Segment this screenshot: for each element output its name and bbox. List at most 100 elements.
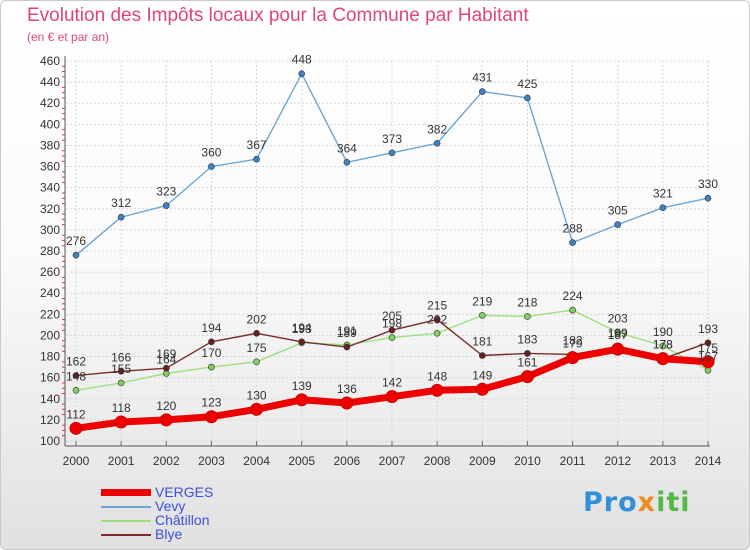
data-label-blye: 182: [563, 333, 583, 347]
data-label-verges: 148: [427, 369, 447, 383]
data-point-blye: [208, 338, 215, 346]
legend-swatch-verges: [101, 489, 151, 496]
data-point-chtillon: [433, 330, 441, 337]
data-point-verges: [430, 383, 444, 397]
x-tick-label: 2013: [650, 454, 677, 468]
data-point-blye: [72, 372, 80, 379]
data-label-vevy: 448: [292, 53, 312, 67]
data-point-blye: [162, 364, 170, 372]
data-label-blye: 205: [382, 309, 402, 323]
legend-label-chatillon: Châtillon: [155, 512, 210, 528]
data-point-vevy: [388, 149, 396, 157]
y-tick-label: 240: [40, 286, 60, 300]
data-point-vevy: [117, 213, 125, 221]
data-point-verges: [656, 352, 670, 366]
data-label-blye: 162: [66, 355, 86, 369]
data-label-blye: 215: [427, 299, 447, 313]
data-label-vevy: 360: [201, 146, 221, 160]
data-point-blye: [704, 339, 712, 347]
data-label-chtillon: 193: [292, 322, 312, 336]
data-label-chtillon: 190: [653, 325, 673, 339]
series-line-vevy: [75, 73, 709, 256]
data-label-chtillon: 164: [156, 352, 176, 366]
data-label-chtillon: 202: [427, 312, 447, 326]
data-point-verges: [566, 351, 580, 365]
data-label-vevy: 323: [156, 185, 176, 199]
x-tick-label: 2001: [108, 454, 135, 468]
y-tick-label: 420: [40, 96, 60, 110]
data-label-blye: 194: [292, 321, 312, 335]
x-tick-label: 2014: [695, 454, 722, 468]
data-label-chtillon: 219: [472, 294, 492, 308]
legend-item-verges: VERGES: [101, 484, 301, 500]
x-tick-label: 2008: [424, 454, 451, 468]
data-point-vevy: [524, 94, 531, 102]
data-label-vevy: 321: [653, 187, 673, 201]
data-label-chtillon: 175: [247, 341, 267, 355]
data-point-vevy: [704, 194, 712, 202]
data-label-blye: 166: [111, 350, 131, 364]
data-point-vevy: [614, 221, 622, 228]
data-point-verges: [204, 410, 218, 424]
data-point-chtillon: [117, 379, 125, 387]
data-label-blye: 178: [653, 338, 673, 352]
data-label-chtillon: 155: [111, 362, 131, 376]
data-point-chtillon: [253, 358, 260, 366]
data-point-vevy: [298, 70, 306, 77]
legend-label-blye: Blye: [155, 526, 183, 542]
data-labels: 276 312 323 360 367 448 364 373 382 431 425 288 305 3…: [66, 53, 718, 422]
data-point-blye: [343, 343, 351, 351]
y-tick-label: 380: [40, 138, 60, 152]
legend-item-vevy: Vevy: [101, 498, 301, 514]
data-label-vevy: 330: [698, 177, 718, 191]
data-point-verges: [295, 393, 309, 407]
data-label-chtillon: 148: [66, 369, 86, 383]
data-point-blye: [478, 352, 486, 359]
data-point-verges: [114, 415, 128, 429]
proxiti-logo: Proxiti: [583, 487, 691, 518]
data-point-chtillon: [659, 342, 667, 350]
legend-swatch-blye: [101, 534, 151, 536]
data-point-vevy: [343, 159, 351, 166]
chart-subtitle: (en € et par an): [27, 30, 110, 44]
data-label-verges: 118: [112, 401, 131, 415]
data-label-vevy: 373: [382, 132, 402, 146]
data-label-chtillon: 170: [201, 346, 221, 360]
y-tick-label: 160: [40, 371, 60, 385]
data-label-verges: 175: [698, 341, 718, 355]
data-label-vevy: 312: [111, 196, 131, 210]
data-label-chtillon: 191: [337, 324, 357, 338]
y-tick-label: 200: [40, 328, 60, 342]
data-point-verges: [520, 370, 534, 384]
data-label-vevy: 276: [66, 234, 86, 248]
series-lines: [69, 70, 715, 435]
data-label-verges: 178: [653, 338, 673, 352]
chart-title: Evolution des Impôts locaux pour la Comm…: [27, 5, 529, 26]
data-point-blye: [524, 350, 531, 357]
y-tick-label: 300: [40, 223, 60, 237]
data-point-vevy: [208, 163, 215, 170]
data-label-blye: 183: [517, 332, 537, 346]
y-tick-label: 280: [40, 244, 60, 258]
data-label-vevy: 382: [427, 122, 447, 136]
data-label-verges: 142: [382, 376, 402, 390]
y-tick-label: 400: [40, 117, 60, 131]
data-label-chtillon: 218: [517, 295, 537, 309]
data-point-blye: [388, 326, 396, 334]
y-tick-label: 140: [40, 392, 60, 406]
data-label-blye: 169: [156, 347, 176, 361]
data-label-vevy: 364: [337, 141, 357, 155]
data-label-verges: 136: [337, 382, 357, 396]
x-tick-label: 2011: [560, 454, 586, 468]
data-label-verges: 130: [247, 388, 267, 402]
data-label-chtillon: 198: [382, 317, 402, 331]
data-label-blye: 181: [472, 335, 492, 349]
data-label-verges: 149: [472, 368, 492, 382]
data-point-blye: [253, 330, 260, 337]
data-label-vevy: 288: [563, 222, 583, 236]
data-point-chtillon: [524, 313, 531, 320]
y-tick-label: 260: [40, 265, 60, 279]
data-label-verges: 161: [517, 356, 537, 370]
data-point-verges: [250, 402, 264, 416]
